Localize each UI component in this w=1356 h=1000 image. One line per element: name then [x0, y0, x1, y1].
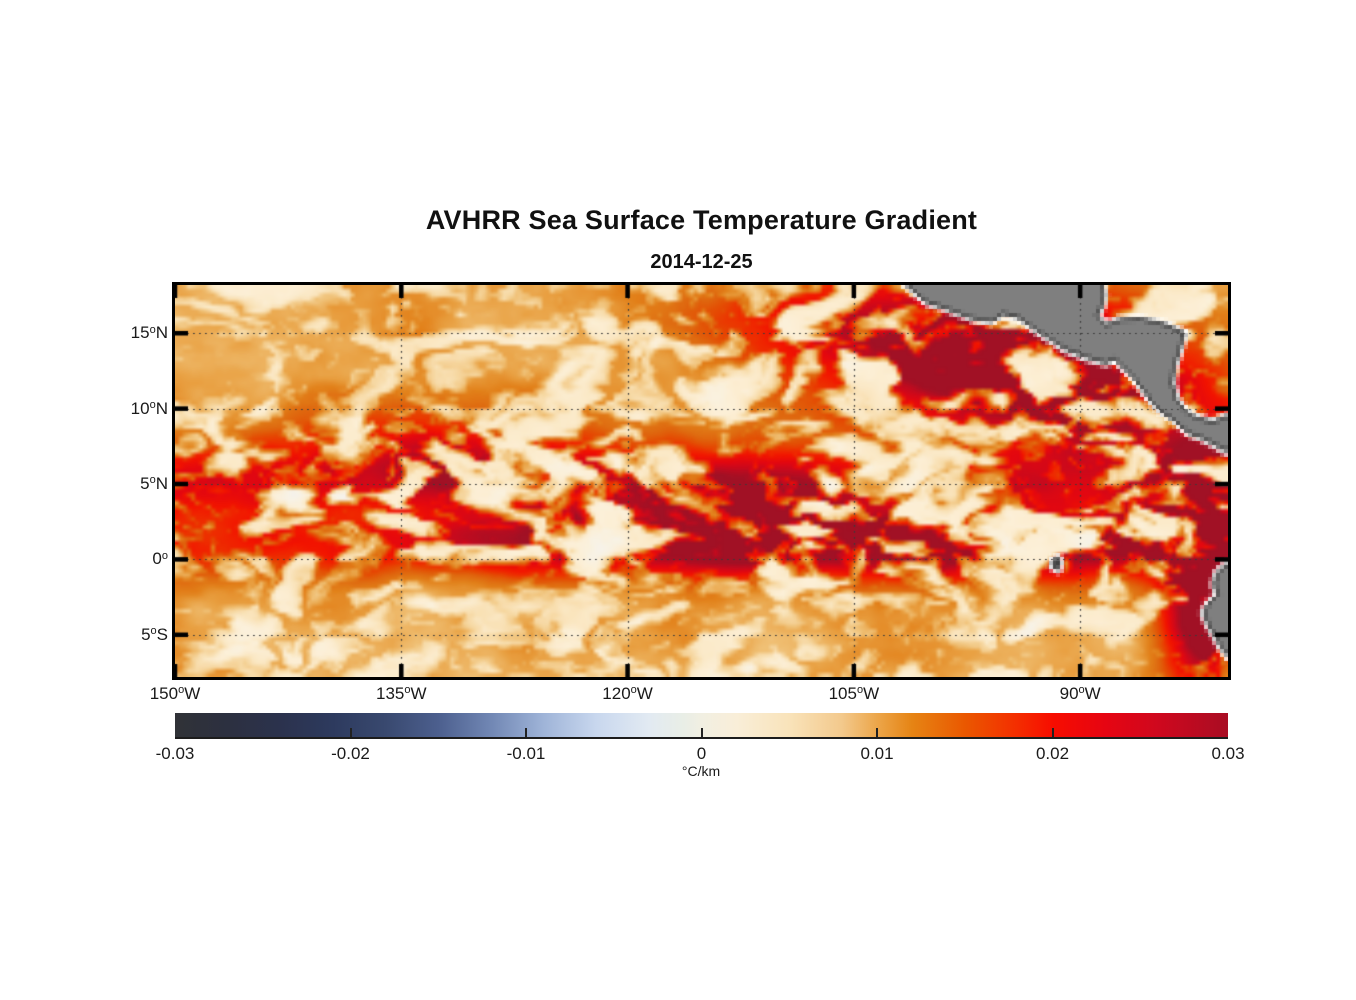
colorbar-tick-label: -0.02: [331, 744, 370, 763]
colorbar-tick: [525, 728, 527, 737]
x-tick-label: 105oW: [828, 684, 880, 703]
x-tick-label: 135oW: [376, 684, 427, 703]
sst-gradient-heatmap: [175, 285, 1228, 677]
x-tick-label: 120oW: [602, 684, 653, 703]
colorbar-tick-label: 0: [696, 744, 707, 763]
map-axes: [172, 282, 1231, 680]
y-tick-label: 10oN: [130, 398, 168, 418]
colorbar-tick-label: 0.03: [1211, 744, 1245, 763]
colorbar-tick-label: -0.01: [506, 744, 546, 763]
y-tick-label: 15oN: [130, 323, 168, 343]
x-tick-label: 90oW: [1059, 684, 1101, 703]
chart-title: AVHRR Sea Surface Temperature Gradient: [425, 205, 978, 235]
colorbar-tick-label: 0.01: [860, 744, 894, 763]
x-tick-label: 150oW: [149, 684, 201, 703]
y-tick-label: 5oN: [140, 474, 168, 493]
colorbar-tick: [349, 728, 352, 737]
colorbar-tick: [1051, 728, 1054, 737]
chart-subtitle: 2014-12-25: [650, 251, 753, 273]
y-tick-label: 5oS: [141, 624, 168, 644]
colorbar-units-label: °C/km: [681, 763, 721, 779]
colorbar-tick-label: 0.02: [1035, 744, 1070, 763]
colorbar-tick-label: -0.03: [155, 744, 195, 763]
colorbar-tick: [700, 728, 703, 737]
colorbar: [175, 713, 1228, 739]
colorbar-tick: [876, 728, 878, 737]
y-tick-label: 0o: [152, 549, 168, 569]
